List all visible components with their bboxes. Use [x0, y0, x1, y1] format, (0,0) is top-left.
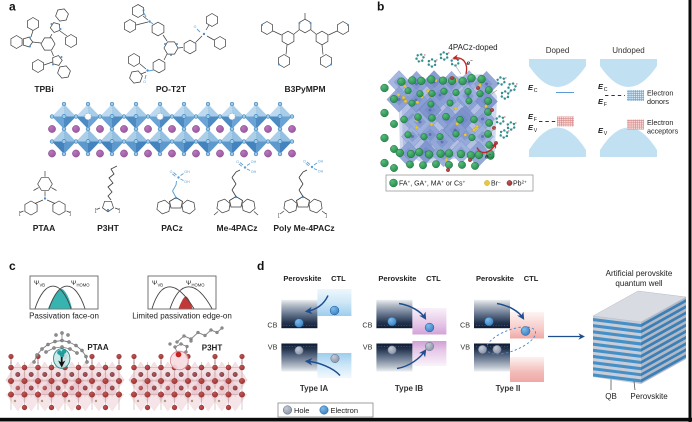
svg-text:E: E — [528, 123, 534, 132]
svg-text:E: E — [528, 112, 534, 121]
svg-text:Type IB: Type IB — [395, 384, 424, 393]
svg-text:HOMO: HOMO — [192, 283, 206, 288]
svg-text:P3HT: P3HT — [202, 344, 223, 353]
svg-text:VB: VB — [268, 343, 278, 352]
svg-text:Br–: Br– — [491, 180, 501, 188]
svg-text:[: [ — [278, 213, 280, 219]
svg-text:VB: VB — [40, 283, 46, 288]
svg-text:Doped: Doped — [546, 46, 570, 55]
svg-text:F: F — [534, 117, 537, 123]
svg-text:OH: OH — [251, 160, 257, 164]
svg-text:Ψ: Ψ — [71, 280, 76, 287]
svg-text:E: E — [598, 126, 604, 135]
svg-text:[: [ — [95, 208, 97, 214]
svg-text:PO-T2T: PO-T2T — [156, 84, 187, 94]
svg-text:B3PyMPM: B3PyMPM — [284, 84, 325, 94]
svg-text:–: – — [489, 152, 492, 157]
svg-text:Pb2+: Pb2+ — [513, 180, 527, 188]
svg-text:Ψ: Ψ — [186, 280, 191, 287]
svg-text:F: F — [604, 102, 607, 108]
svg-text:PTAA: PTAA — [87, 343, 108, 352]
svg-text:Passivation face-on: Passivation face-on — [29, 312, 99, 321]
svg-text:O: O — [170, 170, 173, 174]
svg-text:Type IA: Type IA — [300, 384, 329, 393]
svg-text:Artificial perovskite: Artificial perovskite — [606, 269, 673, 278]
svg-text:CB: CB — [362, 321, 372, 330]
svg-text:Perovskite: Perovskite — [476, 274, 514, 283]
svg-text:Ψ: Ψ — [34, 280, 39, 287]
svg-text:V: V — [604, 131, 608, 137]
svg-text:VB: VB — [158, 283, 164, 288]
svg-text:CB: CB — [460, 321, 470, 330]
svg-text:CTL: CTL — [524, 274, 539, 283]
svg-text:E: E — [598, 82, 604, 91]
svg-text:c: c — [9, 259, 16, 273]
svg-text:VB: VB — [363, 343, 373, 352]
svg-text:PTAA: PTAA — [33, 223, 56, 233]
svg-text:E: E — [598, 97, 604, 106]
svg-text:e: e — [485, 154, 489, 161]
svg-text:E: E — [528, 83, 534, 92]
svg-text:]: ] — [70, 211, 72, 217]
svg-text:OH: OH — [318, 170, 324, 174]
svg-text:e: e — [467, 60, 471, 67]
svg-text:Poly Me-4PACz: Poly Me-4PACz — [273, 223, 334, 233]
svg-text:O: O — [194, 25, 197, 29]
svg-text:Electron: Electron — [647, 118, 673, 127]
svg-text:Electron: Electron — [331, 406, 359, 415]
svg-text:Hole: Hole — [294, 406, 309, 415]
svg-text:Perovskite: Perovskite — [378, 274, 416, 283]
svg-text:OH: OH — [251, 170, 257, 174]
svg-text:Limited passivation edge-on: Limited passivation edge-on — [132, 312, 232, 321]
svg-text:OH: OH — [184, 180, 190, 184]
svg-text:O: O — [142, 9, 145, 13]
svg-text:d: d — [257, 259, 264, 273]
svg-text:CB: CB — [267, 321, 277, 330]
svg-text:a: a — [9, 0, 16, 14]
svg-text:4PACz-doped: 4PACz-doped — [448, 43, 497, 52]
svg-text:CTL: CTL — [426, 274, 441, 283]
svg-text:C: C — [534, 88, 538, 94]
svg-text:PACz: PACz — [161, 223, 183, 233]
svg-text:Undoped: Undoped — [612, 46, 644, 55]
svg-text:Me-4PACz: Me-4PACz — [217, 223, 258, 233]
svg-text:OH: OH — [184, 170, 190, 174]
svg-text:acceptors: acceptors — [647, 127, 679, 136]
svg-text:Electron: Electron — [647, 89, 673, 98]
svg-text:Ψ: Ψ — [152, 280, 157, 287]
svg-text:[: [ — [19, 211, 21, 217]
svg-text:O: O — [236, 160, 239, 164]
svg-text:–: – — [470, 58, 473, 63]
svg-text:Perovskite: Perovskite — [630, 392, 668, 401]
svg-text:O: O — [303, 160, 306, 164]
svg-text:QB: QB — [605, 392, 617, 401]
svg-text:OH: OH — [318, 160, 324, 164]
svg-text:Perovskite: Perovskite — [283, 274, 321, 283]
svg-text:C: C — [604, 87, 608, 93]
svg-text:CTL: CTL — [331, 274, 346, 283]
svg-text:O: O — [143, 80, 146, 84]
svg-text:P3HT: P3HT — [97, 223, 120, 233]
svg-text:]: ] — [326, 213, 328, 219]
svg-text:HOMO: HOMO — [77, 283, 91, 288]
svg-text:V: V — [534, 128, 538, 134]
svg-text:b: b — [377, 0, 384, 14]
svg-text:FA+, GA+, MA+ or Cs+: FA+, GA+, MA+ or Cs+ — [399, 180, 466, 188]
svg-text:]: ] — [119, 208, 121, 214]
svg-text:VB: VB — [460, 343, 470, 352]
svg-text:donors: donors — [647, 97, 669, 106]
svg-text:TPBi: TPBi — [34, 84, 53, 94]
svg-text:Type II: Type II — [496, 384, 521, 393]
svg-text:quantum well: quantum well — [615, 279, 662, 288]
